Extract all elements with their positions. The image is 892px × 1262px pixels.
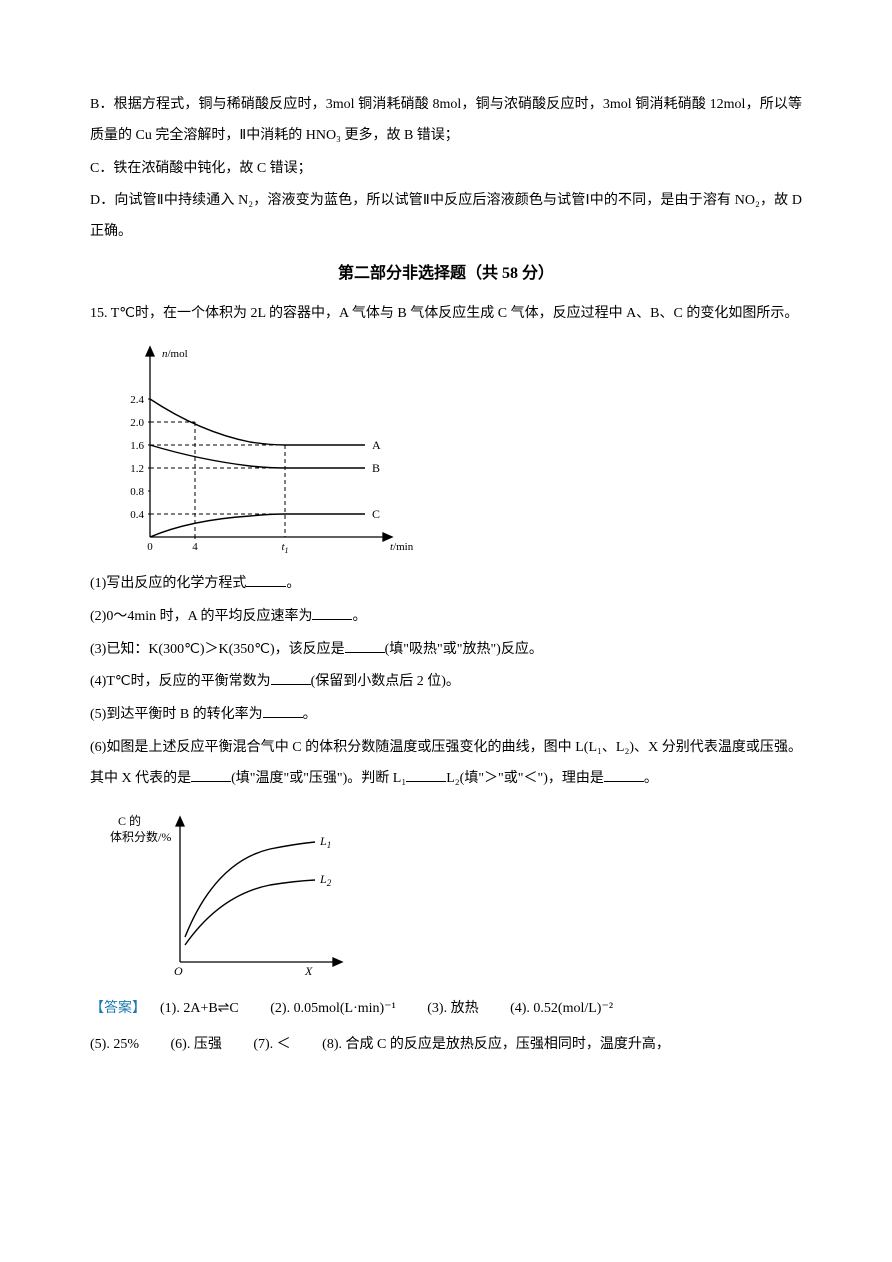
q15-sub5-tail: 。 — [303, 707, 317, 722]
answer-7-num: (7). — [253, 1037, 273, 1052]
answer-6-num: (6). — [171, 1037, 191, 1052]
answer-7: (7). ＜ — [253, 1030, 290, 1061]
svg-text:A: A — [372, 438, 381, 452]
answer-4-val: 0.52(mol/L)⁻² — [533, 1001, 613, 1016]
answer-5-num: (5). — [90, 1037, 110, 1052]
q15-sub6b: (填"温度"或"压强")。判断 L₁ — [231, 771, 406, 786]
blank — [604, 768, 644, 782]
q15-sub6: (6)如图是上述反应平衡混合气中 C 的体积分数随温度或压强变化的曲线，图中 L… — [90, 733, 802, 795]
answer-2: (2). 0.05mol(L·min)⁻¹ — [270, 994, 396, 1025]
svg-text:2.0: 2.0 — [130, 417, 144, 429]
q15-sub2-text: (2)0～4min 时，A 的平均反应速率为 — [90, 609, 312, 624]
svg-text:1.2: 1.2 — [130, 463, 144, 475]
blank — [271, 671, 311, 685]
q15-sub3-mid: (填"吸热"或"放热")反应。 — [385, 642, 543, 657]
answer-8: (8). 合成 C 的反应是放热反应，压强相同时，温度升高， — [322, 1030, 670, 1061]
svg-text:4: 4 — [192, 541, 198, 553]
q15-sub1: (1)写出反应的化学方程式 。 — [90, 569, 802, 600]
q15-sub4-text: (4)T℃时，反应的平衡常数为 — [90, 674, 271, 689]
q15-stem: 15. T℃时，在一个体积为 2L 的容器中，A 气体与 B 气体反应生成 C … — [90, 299, 802, 330]
q15-sub3-text: (3)已知：K(300℃)＞K(350℃)，该反应是 — [90, 642, 345, 657]
section-title: 第二部分非选择题（共 58 分） — [90, 256, 802, 291]
answer-4: (4). 0.52(mol/L)⁻² — [510, 994, 613, 1025]
answer-1-val: 2A+B⇌C — [183, 1001, 238, 1016]
q15-sub1-text: (1)写出反应的化学方程式 — [90, 576, 246, 591]
answer-1-num: (1). — [160, 1001, 180, 1016]
blank — [246, 573, 286, 587]
svg-text:0.4: 0.4 — [130, 509, 144, 521]
svg-text:L2: L2 — [319, 872, 332, 888]
svg-text:2.4: 2.4 — [130, 394, 144, 406]
answer-3-num: (3). — [427, 1001, 447, 1016]
answers-row-2: (5). 25% (6). 压强 (7). ＜ (8). 合成 C 的反应是放热… — [90, 1030, 802, 1061]
blank — [191, 768, 231, 782]
answer-3-val: 放热 — [451, 1001, 479, 1016]
answer-6: (6). 压强 — [171, 1030, 222, 1061]
svg-text:C: C — [372, 507, 380, 521]
q15-sub2-tail: 。 — [352, 609, 366, 624]
svg-text:t/min: t/min — [390, 541, 414, 553]
answer-5-val: 25% — [113, 1037, 139, 1052]
explanation-d: D．向试管Ⅱ中持续通入 N₂，溶液变为蓝色，所以试管Ⅱ中反应后溶液颜色与试管Ⅰ中… — [90, 186, 802, 248]
answer-2-val: 0.05mol(L·min)⁻¹ — [294, 1001, 396, 1016]
answer-8-val: 合成 C 的反应是放热反应，压强相同时，温度升高， — [345, 1037, 669, 1052]
svg-text:L1: L1 — [319, 834, 331, 850]
q15-chart-2: C 的 体积分数/% O X L1 L2 — [110, 807, 802, 982]
answer-4-num: (4). — [510, 1001, 530, 1016]
q15-sub3: (3)已知：K(300℃)＞K(350℃)，该反应是 (填"吸热"或"放热")反应… — [90, 635, 802, 666]
explanation-b: B．根据方程式，铜与稀硝酸反应时，3mol 铜消耗硝酸 8mol，铜与浓硝酸反应… — [90, 90, 802, 152]
answer-6-val: 压强 — [194, 1037, 222, 1052]
q15-sub6-tail: 。 — [644, 771, 658, 786]
svg-text:X: X — [304, 964, 313, 978]
q15-sub4: (4)T℃时，反应的平衡常数为 (保留到小数点后 2 位)。 — [90, 667, 802, 698]
q15-sub2: (2)0～4min 时，A 的平均反应速率为 。 — [90, 602, 802, 633]
q15-chart-1: 0.4 0.8 1.2 1.6 2.0 2.4 0 4 t1 n/mol t/m… — [110, 342, 802, 557]
blank — [263, 704, 303, 718]
answer-label: 【答案】 — [90, 1001, 146, 1016]
svg-text:t1: t1 — [281, 541, 288, 555]
svg-text:O: O — [174, 964, 183, 978]
blank — [312, 606, 352, 620]
q15-sub5-text: (5)到达平衡时 B 的转化率为 — [90, 707, 263, 722]
svg-text:B: B — [372, 461, 380, 475]
q15-sub4-tail: (保留到小数点后 2 位)。 — [311, 674, 460, 689]
svg-text:0: 0 — [147, 541, 153, 553]
blank — [406, 768, 446, 782]
q15-sub1-tail: 。 — [286, 576, 300, 591]
svg-text:0.8: 0.8 — [130, 486, 144, 498]
q15-sub6c: L₂(填"＞"或"＜")，理由是 — [446, 771, 604, 786]
answer-2-num: (2). — [270, 1001, 290, 1016]
chart2-ylabel1: C 的 — [118, 813, 141, 828]
chart2-ylabel2: 体积分数/% — [110, 829, 171, 844]
q15-sub5: (5)到达平衡时 B 的转化率为 。 — [90, 700, 802, 731]
svg-text:n/mol: n/mol — [162, 348, 188, 360]
answer-5: (5). 25% — [90, 1030, 139, 1061]
answer-3: (3). 放热 — [427, 994, 478, 1025]
answer-7-val: ＜ — [277, 1037, 291, 1052]
explanation-c: C．铁在浓硝酸中钝化，故 C 错误； — [90, 154, 802, 185]
answer-1: (1). 2A+B⇌C — [160, 994, 239, 1025]
answers-row-1: 【答案】 (1). 2A+B⇌C (2). 0.05mol(L·min)⁻¹ (… — [90, 994, 802, 1025]
answer-8-num: (8). — [322, 1037, 342, 1052]
svg-text:1.6: 1.6 — [130, 440, 144, 452]
blank — [345, 639, 385, 653]
